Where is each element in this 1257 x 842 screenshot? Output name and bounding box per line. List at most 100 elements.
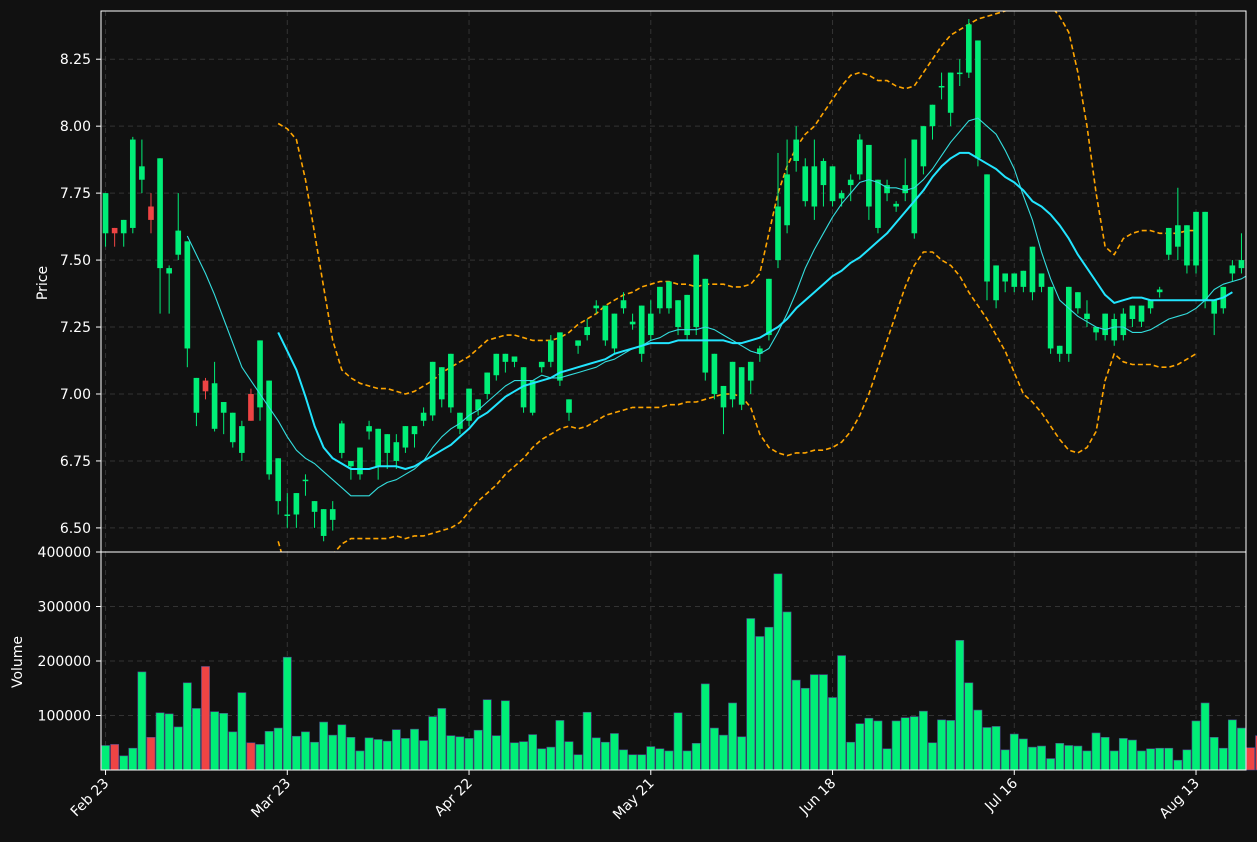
volume-bar [746, 618, 756, 771]
candle-body [802, 166, 809, 202]
volume-bar [246, 742, 256, 771]
volume-bar [173, 726, 183, 771]
candle-body [220, 402, 227, 413]
candle-body [302, 479, 309, 482]
candle-body [184, 241, 191, 349]
volume-bar [791, 679, 801, 771]
volume-bar [401, 738, 410, 771]
volume-bar [273, 727, 283, 771]
candle-body [493, 353, 500, 376]
candle-body [557, 332, 563, 381]
candle-body [1093, 327, 1099, 333]
candle-body [675, 300, 681, 328]
volume-bar [137, 671, 147, 771]
volume-bar [1146, 748, 1155, 771]
candle-body [1056, 345, 1063, 354]
volume-bar [891, 720, 901, 771]
candle-body [1129, 305, 1136, 319]
volume-bar [900, 717, 910, 771]
candle-body [166, 268, 172, 274]
candle-body [457, 412, 463, 429]
candle-body [720, 385, 727, 408]
candle-body [275, 458, 282, 502]
volume-bar [591, 737, 601, 771]
volume-bar [337, 724, 347, 771]
candle-body [866, 144, 872, 207]
candle-body [502, 353, 509, 362]
candle-body [102, 193, 109, 234]
volume-bar [192, 708, 201, 771]
volume-bar [1255, 735, 1257, 771]
volume-bar [737, 736, 747, 771]
candle-body [657, 286, 663, 309]
candle-body [393, 442, 400, 461]
candle-body [993, 265, 999, 301]
volume-bar [964, 682, 974, 771]
price-tick-label: 6.50 [60, 521, 91, 537]
candle-body [448, 353, 454, 408]
volume-bar [582, 711, 592, 771]
volume-bar [1028, 746, 1037, 771]
volume-bar [391, 729, 401, 771]
candle-body [375, 428, 381, 467]
volume-bar [991, 726, 1001, 771]
candle-body [956, 72, 963, 75]
candle-body [311, 501, 318, 512]
bollinger-upper-line [277, 11, 1196, 395]
volume-bar [164, 713, 174, 771]
volume-bar [328, 734, 338, 771]
volume-bar [546, 746, 556, 771]
candle-body [1238, 260, 1245, 269]
candle-body [402, 426, 409, 448]
candle-body [593, 305, 600, 309]
candle-body [602, 305, 609, 341]
candle-body [1120, 313, 1127, 336]
sma-slow-line [277, 151, 1233, 470]
volume-bar [946, 720, 956, 771]
volume-bar [482, 699, 492, 771]
volume-bar [1100, 736, 1110, 771]
volume-bar [673, 712, 683, 771]
volume-bar [691, 742, 701, 771]
volume-bar [846, 741, 856, 771]
candle-body [902, 185, 909, 194]
candle-body [584, 327, 590, 336]
candle-body [747, 361, 754, 381]
candle-body [611, 313, 618, 349]
candle-body [175, 230, 182, 255]
volume-bar [928, 742, 937, 771]
volume-bar [310, 741, 319, 771]
bollinger-lower-line [277, 251, 1197, 552]
price-tick-label: 7.50 [60, 253, 91, 269]
volume-bar [773, 573, 783, 771]
candle-body [1184, 225, 1190, 266]
volume-bar [710, 727, 719, 771]
candle-body [666, 281, 672, 309]
candle-body [647, 313, 654, 336]
volume-tick-label: 200000 [38, 654, 91, 670]
volume-bar [473, 729, 483, 771]
volume-bar [1237, 727, 1246, 771]
volume-tick-label: 400000 [38, 545, 91, 561]
candle-body [193, 377, 200, 413]
moving-averages [186, 117, 1246, 497]
candle-body [766, 278, 772, 336]
candle-body [856, 139, 863, 175]
candle-body [811, 166, 818, 207]
candle-body [893, 203, 899, 207]
candle-body [1075, 292, 1081, 309]
candle-body [429, 361, 436, 416]
candle-body [1011, 273, 1018, 287]
candle-body [538, 361, 545, 368]
candle-body [1029, 246, 1036, 293]
volume-bar [1137, 750, 1146, 771]
candle-body [838, 193, 845, 199]
candle-body [1156, 289, 1163, 293]
volume-bar [873, 720, 883, 771]
volume-bar [255, 744, 265, 771]
candle-body [475, 399, 481, 411]
candle-body [638, 305, 645, 354]
candle-body [884, 185, 890, 194]
candle-body [1020, 270, 1027, 287]
candle-body [1229, 265, 1236, 274]
